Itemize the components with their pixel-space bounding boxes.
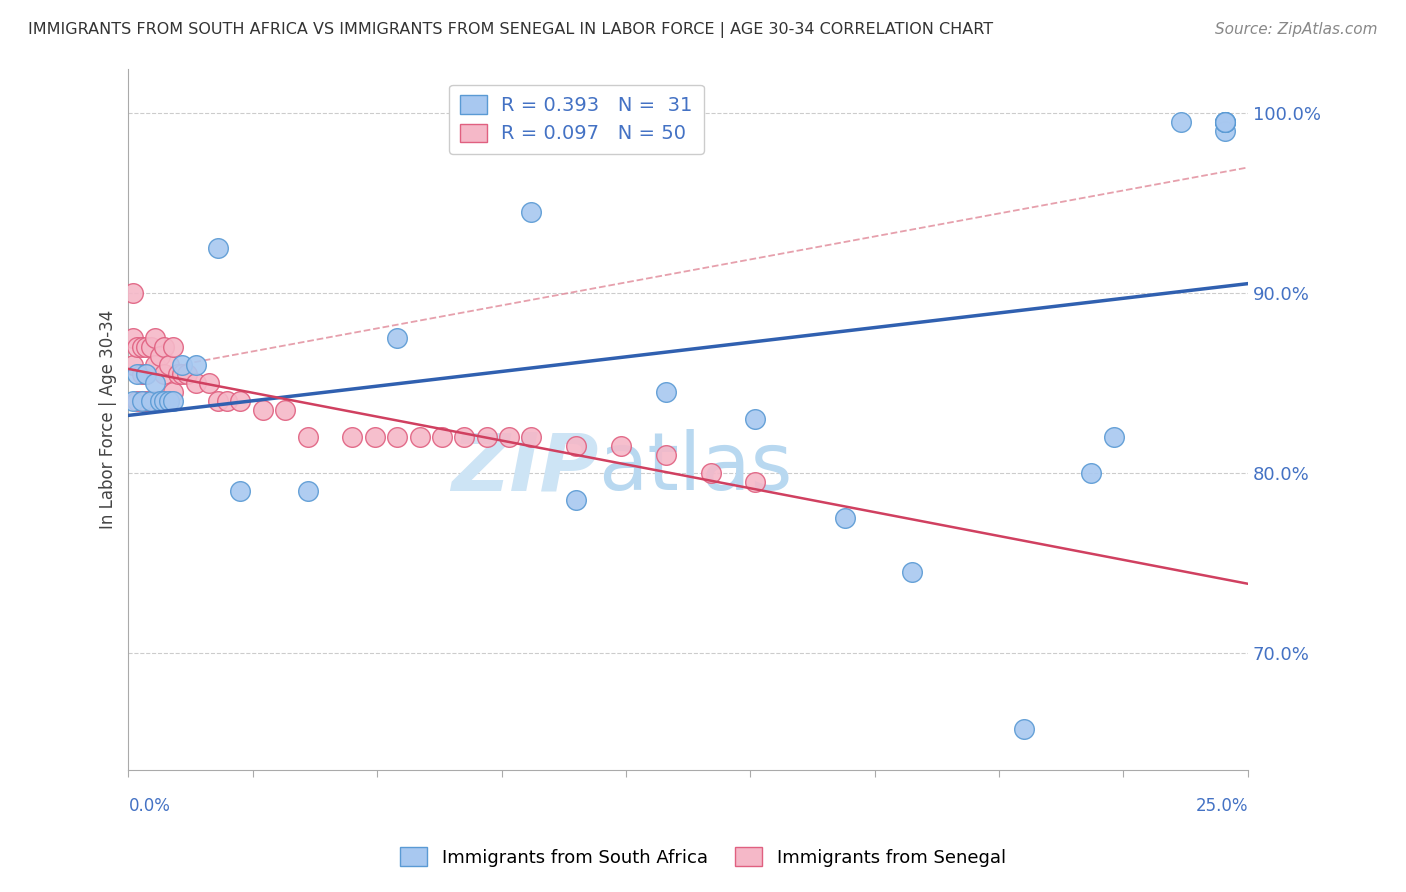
Point xyxy=(162,340,184,354)
Point xyxy=(166,368,188,382)
Point xyxy=(127,368,149,382)
Point xyxy=(520,205,543,219)
Point xyxy=(135,368,157,382)
Point xyxy=(1170,115,1192,129)
Point xyxy=(149,350,172,364)
Point xyxy=(139,340,162,354)
Point xyxy=(498,430,520,444)
Point xyxy=(744,412,766,426)
Point xyxy=(207,242,229,256)
Point xyxy=(122,286,145,301)
Point xyxy=(385,331,408,345)
Point xyxy=(143,359,166,373)
Point xyxy=(153,394,176,409)
Point xyxy=(157,394,180,409)
Point xyxy=(834,511,856,525)
Point xyxy=(176,368,198,382)
Y-axis label: In Labor Force | Age 30-34: In Labor Force | Age 30-34 xyxy=(100,310,117,529)
Point xyxy=(364,430,387,444)
Point xyxy=(135,394,157,409)
Point xyxy=(655,385,678,400)
Point xyxy=(127,340,149,354)
Point xyxy=(135,368,157,382)
Point xyxy=(122,394,145,409)
Text: ZIP: ZIP xyxy=(451,429,599,508)
Text: atlas: atlas xyxy=(599,429,793,508)
Point xyxy=(274,403,297,417)
Point xyxy=(430,430,453,444)
Point xyxy=(655,448,678,462)
Point xyxy=(139,394,162,409)
Point xyxy=(520,430,543,444)
Point xyxy=(207,394,229,409)
Legend: R = 0.393   N =  31, R = 0.097   N = 50: R = 0.393 N = 31, R = 0.097 N = 50 xyxy=(449,85,703,154)
Point xyxy=(153,368,176,382)
Point xyxy=(1215,115,1237,129)
Point xyxy=(131,394,153,409)
Point xyxy=(143,331,166,345)
Point xyxy=(131,368,153,382)
Point xyxy=(385,430,408,444)
Point xyxy=(198,376,221,391)
Point xyxy=(184,376,207,391)
Point xyxy=(744,475,766,490)
Point xyxy=(610,439,633,453)
Point xyxy=(408,430,430,444)
Point xyxy=(1012,722,1035,736)
Point xyxy=(215,394,238,409)
Point xyxy=(172,368,194,382)
Point xyxy=(149,394,172,409)
Point xyxy=(1102,430,1125,444)
Point xyxy=(162,385,184,400)
Point xyxy=(131,340,153,354)
Point xyxy=(139,394,162,409)
Point xyxy=(565,439,588,453)
Point xyxy=(143,376,166,391)
Point xyxy=(131,394,153,409)
Point xyxy=(1215,115,1237,129)
Legend: Immigrants from South Africa, Immigrants from Senegal: Immigrants from South Africa, Immigrants… xyxy=(394,840,1012,874)
Point xyxy=(901,566,924,580)
Text: IMMIGRANTS FROM SOUTH AFRICA VS IMMIGRANTS FROM SENEGAL IN LABOR FORCE | AGE 30-: IMMIGRANTS FROM SOUTH AFRICA VS IMMIGRAN… xyxy=(28,22,993,38)
Point xyxy=(1215,115,1237,129)
Point xyxy=(153,340,176,354)
Point xyxy=(453,430,475,444)
Point xyxy=(565,493,588,508)
Text: Source: ZipAtlas.com: Source: ZipAtlas.com xyxy=(1215,22,1378,37)
Point xyxy=(184,359,207,373)
Text: 0.0%: 0.0% xyxy=(128,797,170,815)
Point xyxy=(157,359,180,373)
Point xyxy=(342,430,364,444)
Point xyxy=(475,430,498,444)
Point xyxy=(122,331,145,345)
Point xyxy=(699,467,721,481)
Point xyxy=(127,394,149,409)
Point xyxy=(1080,467,1102,481)
Point xyxy=(122,359,145,373)
Point xyxy=(297,484,319,499)
Point xyxy=(229,484,252,499)
Point xyxy=(157,394,180,409)
Point xyxy=(135,340,157,354)
Point xyxy=(297,430,319,444)
Point xyxy=(153,394,176,409)
Point xyxy=(162,394,184,409)
Point xyxy=(1215,124,1237,138)
Point xyxy=(229,394,252,409)
Point xyxy=(143,394,166,409)
Point xyxy=(1215,115,1237,129)
Text: 25.0%: 25.0% xyxy=(1195,797,1249,815)
Point xyxy=(149,394,172,409)
Point xyxy=(172,359,194,373)
Point xyxy=(252,403,274,417)
